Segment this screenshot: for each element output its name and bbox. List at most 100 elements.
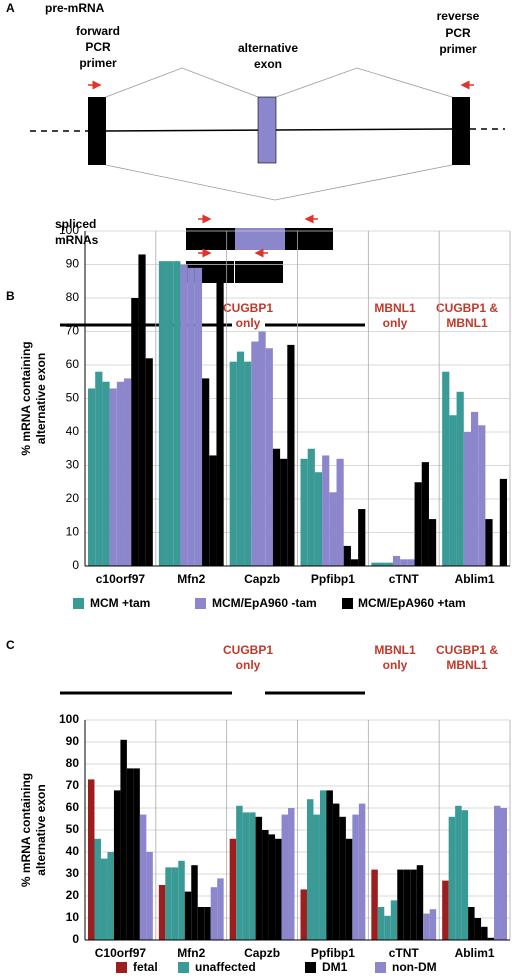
- pre-mrna-title: pre-mRNA: [45, 1, 105, 15]
- y-tick-label: 70: [66, 778, 80, 792]
- bar: [390, 900, 398, 940]
- bar: [397, 869, 404, 940]
- bar: [371, 562, 379, 566]
- bar: [385, 562, 393, 566]
- bar: [145, 358, 153, 566]
- exon-label: alternative: [238, 41, 298, 55]
- legend-label: unaffected: [195, 960, 256, 974]
- bar: [265, 348, 273, 566]
- exon: [88, 97, 106, 165]
- annotation: CUGBP1 &: [436, 643, 498, 657]
- x-tick-label: C10orf97: [95, 946, 147, 960]
- bar: [352, 814, 359, 940]
- y-tick-label: 0: [72, 558, 79, 572]
- bar: [371, 869, 378, 940]
- bar: [429, 909, 437, 940]
- splice-line: [105, 67, 259, 98]
- x-tick-label: Ppfibp1: [311, 572, 355, 586]
- x-tick-label: Capzb: [244, 572, 280, 586]
- y-tick-label: 60: [66, 800, 80, 814]
- bar: [116, 381, 125, 566]
- legend-swatch: [342, 598, 353, 609]
- bar: [94, 838, 101, 940]
- annotation: CUGBP1: [223, 643, 273, 657]
- x-tick-label: Mfn2: [177, 572, 205, 586]
- bar: [313, 814, 320, 940]
- bar: [158, 261, 167, 566]
- annotation: MBNL1: [446, 658, 488, 672]
- bar: [197, 907, 205, 940]
- y-tick-label: 10: [66, 910, 80, 924]
- bar: [400, 559, 408, 566]
- bar: [319, 790, 327, 940]
- bar: [442, 371, 450, 566]
- alt-exon: [235, 228, 285, 250]
- bar: [194, 267, 203, 566]
- bar: [133, 768, 140, 940]
- legend-swatch: [305, 962, 316, 973]
- y-axis-label: % mRNA containing: [19, 773, 33, 887]
- bar: [499, 478, 507, 566]
- bar: [210, 887, 218, 940]
- bar: [494, 805, 501, 940]
- bar: [416, 865, 424, 940]
- x-tick-label: Ablim1: [455, 946, 495, 960]
- bar: [470, 411, 479, 566]
- legend-label: fetal: [133, 960, 158, 974]
- primer-label: reverse: [437, 9, 480, 23]
- bar: [102, 381, 110, 566]
- y-axis-label: alternative exon: [34, 784, 48, 875]
- y-axis-label: % mRNA containing: [19, 341, 33, 455]
- bar: [487, 937, 495, 940]
- bar: [287, 344, 295, 566]
- bar: [173, 261, 181, 566]
- bar: [131, 298, 139, 566]
- y-tick-label: 80: [66, 290, 80, 304]
- bar: [126, 768, 134, 940]
- exon: [285, 228, 333, 250]
- legend-swatch: [195, 598, 206, 609]
- bar: [236, 805, 243, 940]
- bar: [336, 458, 344, 566]
- bar: [255, 816, 263, 940]
- intron: [105, 128, 453, 132]
- bar: [88, 779, 95, 940]
- bar: [242, 812, 250, 940]
- annotation: only: [383, 316, 408, 330]
- y-tick-label: 70: [66, 324, 80, 338]
- bar: [414, 482, 422, 566]
- bar: [392, 555, 401, 566]
- bar: [468, 907, 475, 940]
- x-tick-label: Ablim1: [455, 572, 495, 586]
- bar: [378, 562, 386, 566]
- bar: [165, 867, 172, 940]
- exon: [186, 228, 235, 250]
- bar: [481, 926, 488, 940]
- y-axis-label: alternative exon: [34, 353, 48, 444]
- bar: [358, 803, 366, 940]
- spliced-label: spliced: [55, 217, 96, 231]
- bar: [107, 852, 114, 940]
- bar: [187, 267, 195, 566]
- x-tick-label: cTNT: [389, 946, 420, 960]
- bar: [463, 432, 471, 566]
- bar: [184, 891, 192, 940]
- x-tick-label: cTNT: [389, 572, 420, 586]
- bar: [236, 351, 245, 566]
- bar: [251, 341, 259, 566]
- annotation: only: [236, 658, 261, 672]
- bar: [158, 885, 166, 940]
- exon: [452, 97, 470, 165]
- bar: [272, 448, 281, 566]
- legend-label: MCM/EpA960 -tam: [212, 596, 317, 610]
- bar: [474, 918, 482, 940]
- annotation: MBNL1: [374, 643, 416, 657]
- bar: [249, 812, 256, 940]
- bar: [258, 331, 266, 566]
- bar: [217, 878, 224, 940]
- annotation: CUGBP1: [223, 301, 273, 315]
- bar: [120, 739, 127, 940]
- bar: [275, 838, 282, 940]
- bar: [191, 865, 198, 940]
